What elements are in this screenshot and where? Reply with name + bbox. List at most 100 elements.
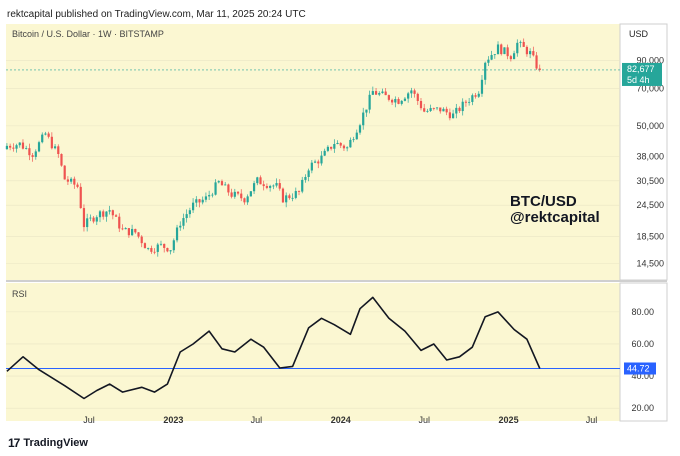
candle-body [330, 146, 333, 149]
candle-body [349, 139, 352, 148]
candle-body [535, 55, 538, 69]
candle-body [79, 186, 82, 209]
candle-body [371, 91, 374, 95]
candle-body [159, 243, 163, 245]
candle-body [208, 195, 211, 197]
watermark-pair: BTC/USD [510, 193, 577, 210]
candle-body [448, 112, 451, 119]
rsi-value-label: 44.72 [627, 363, 650, 373]
candle-body [224, 184, 227, 186]
candle-body [480, 79, 484, 94]
candle-body [198, 199, 201, 203]
candle-body [272, 185, 275, 187]
candle-body [76, 184, 79, 187]
candle-body [394, 99, 397, 103]
currency-label[interactable]: USD [629, 29, 649, 39]
candle-body [391, 99, 394, 103]
time-axis-ticks: Jul 2023 Jul 2024 Jul 2025 Jul [83, 415, 597, 425]
candle-body [124, 228, 127, 230]
candle-body [512, 53, 516, 60]
candle-body [86, 218, 89, 228]
candle-body [461, 101, 464, 112]
candle-body [175, 227, 179, 241]
rsi-tick-label: 40.00 [631, 371, 654, 381]
publisher-header: rektcapital published on TradingView.com… [7, 9, 306, 20]
candle-body [407, 93, 410, 99]
candle-body [265, 186, 269, 188]
candle-body [108, 210, 111, 212]
candle-body [195, 199, 198, 203]
candle-body [525, 46, 529, 55]
candle-body [41, 134, 44, 143]
price-tick-label: 90,000 [636, 56, 664, 66]
candle-body [230, 192, 233, 197]
candle-body [217, 181, 220, 183]
candle-body [15, 145, 18, 149]
candle-body [439, 107, 442, 112]
candle-body [47, 133, 50, 137]
candle-body [471, 95, 474, 102]
candle-body [172, 240, 175, 251]
candle-body [246, 196, 249, 203]
candle-body [333, 144, 336, 149]
candle-body [368, 94, 371, 110]
candle-body [105, 211, 108, 217]
candle-body [220, 181, 224, 186]
candle-body [326, 146, 330, 151]
candle-body [397, 99, 400, 104]
watermark-author: @rektcapital [510, 209, 600, 226]
candle-body [140, 236, 143, 244]
candle-body [134, 228, 137, 233]
last-price-badge-bg [622, 62, 662, 86]
candle-body [240, 193, 243, 199]
candle-body [432, 108, 435, 109]
candle-body [323, 150, 326, 156]
candle-body [66, 179, 70, 182]
candle-body [18, 142, 21, 146]
candle-body [506, 47, 509, 57]
candle-body [169, 250, 172, 252]
rsi-axis-ticks: 20.00 40.00 60.00 80.00 [631, 307, 654, 413]
candle-body [384, 91, 387, 96]
candle-body [153, 251, 156, 253]
candle-body [191, 202, 195, 211]
rsi-tick-label: 80.00 [631, 307, 654, 317]
price-tick-label: 50,000 [636, 121, 664, 131]
candle-body [516, 42, 519, 54]
time-tick-label: Jul [418, 415, 430, 425]
candle-body [538, 68, 541, 70]
candle-body [73, 178, 76, 185]
candle-body [352, 139, 355, 141]
candle-body [147, 248, 150, 249]
candle-body [121, 228, 124, 230]
candle-body [163, 243, 166, 248]
tradingview-footer[interactable]: 17 TradingView [8, 436, 88, 450]
candle-body [137, 232, 140, 237]
time-tick-label: Jul [83, 415, 95, 425]
price-tick-label: 18,500 [636, 231, 664, 241]
candle-body [339, 142, 342, 146]
candle-body [426, 110, 429, 112]
candle-body [102, 211, 105, 217]
rsi-tick-label: 60.00 [631, 339, 654, 349]
candle-body [484, 62, 487, 80]
candle-body [262, 184, 265, 187]
candle-body [374, 91, 378, 95]
candle-body [490, 55, 493, 60]
candle-body [281, 188, 285, 203]
candle-body [156, 244, 159, 252]
candle-body [503, 47, 506, 55]
candle-body [403, 98, 407, 101]
candle-body [297, 191, 301, 192]
candle-body [12, 147, 15, 149]
candle-body [243, 198, 246, 203]
candle-body [355, 132, 358, 140]
candle-body [236, 191, 240, 194]
candle-body [37, 142, 41, 152]
rsi-value-badge-bg [624, 362, 656, 375]
candle-body [28, 148, 31, 156]
candle-body [313, 161, 317, 163]
candle-body [211, 194, 214, 196]
candle-body [252, 183, 256, 192]
time-tick-label: 2025 [499, 415, 519, 425]
